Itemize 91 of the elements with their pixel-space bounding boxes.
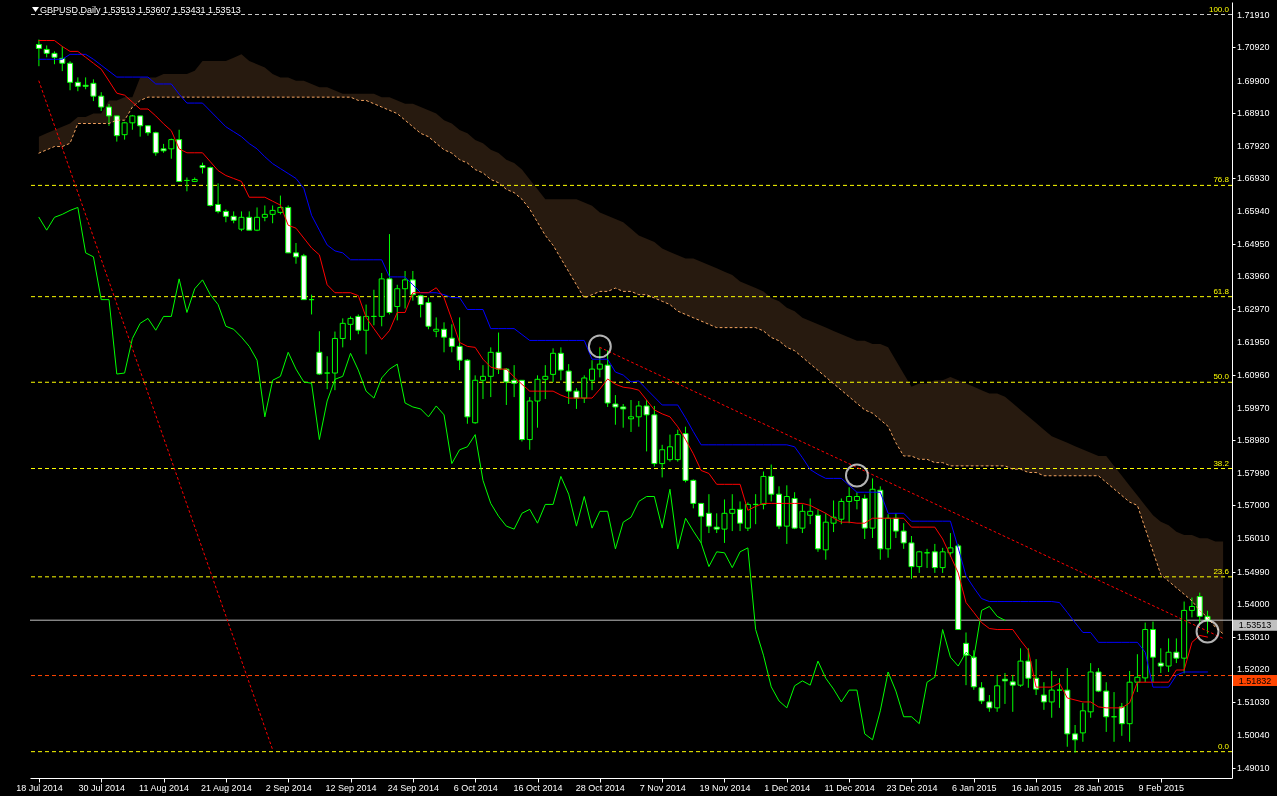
y-tick-label: 1.49010	[1237, 763, 1270, 774]
x-tick-label: 2 Sep 2014	[265, 782, 312, 793]
x-tick-label: 6 Oct 2014	[453, 782, 498, 793]
y-tick-label: 1.50040	[1237, 729, 1270, 740]
ref-line-label: 1.51832	[1238, 675, 1272, 686]
x-tick-label: 12 Sep 2014	[325, 782, 377, 793]
candlestick	[511, 364, 518, 398]
annotation: 61.8	[1213, 286, 1230, 296]
y-tick-label: 1.54990	[1237, 566, 1270, 577]
x-tick-label: 24 Sep 2014	[387, 782, 439, 793]
y-tick-label: 1.70920	[1237, 42, 1270, 53]
annotation: 0.0	[1217, 741, 1230, 751]
y-tick-label: 1.63960	[1237, 271, 1270, 282]
x-tick-label: 19 Nov 2014	[699, 782, 751, 793]
candlestick	[666, 434, 673, 463]
x-tick-label: 21 Aug 2014	[201, 782, 252, 793]
y-tick-label: 1.54000	[1237, 599, 1270, 610]
candlestick	[589, 359, 596, 391]
candlestick	[67, 60, 74, 91]
annotation: 38.2	[1213, 458, 1230, 468]
candlestick	[705, 493, 712, 534]
candlestick	[35, 39, 42, 67]
candlestick	[433, 316, 440, 338]
candlestick	[892, 512, 899, 539]
candlestick	[1188, 597, 1195, 618]
candlestick	[1072, 724, 1079, 754]
y-tick-label: 1.62970	[1237, 303, 1270, 314]
candlestick	[1040, 681, 1047, 711]
y-tick-label: 1.67920	[1237, 140, 1270, 151]
x-tick-label: 6 Jan 2015	[952, 782, 997, 793]
y-tick-label: 1.68910	[1237, 108, 1270, 119]
y-tick-label: 1.61950	[1237, 337, 1270, 348]
y-tick-label: 1.64950	[1237, 238, 1270, 249]
y-tick-label: 1.51030	[1237, 696, 1270, 707]
x-tick-label: 18 Jul 2014	[16, 782, 63, 793]
y-tick-label: 1.65940	[1237, 206, 1270, 217]
candlestick	[698, 502, 705, 544]
candlestick	[441, 321, 448, 353]
candlestick	[557, 346, 564, 381]
candlestick	[1079, 702, 1086, 743]
point	[1195, 619, 1220, 644]
y-tick-label: 1.66930	[1237, 173, 1270, 184]
candlestick	[963, 631, 970, 686]
candlestick	[503, 367, 510, 406]
y-tick-label: 1.53010	[1237, 631, 1270, 642]
annotation: 76.8	[1213, 175, 1230, 185]
y-tick-label: 1.56010	[1237, 532, 1270, 543]
y-tick-label: 1.58980	[1237, 435, 1270, 446]
x-tick-label: 11 Aug 2014	[139, 782, 189, 793]
candlestick	[1048, 670, 1055, 719]
annotation: 50.0	[1213, 372, 1230, 382]
y-tick-label: 1.52020	[1237, 664, 1270, 675]
candlestick	[550, 347, 557, 383]
y-tick-label: 1.60960	[1237, 370, 1270, 381]
x-tick-label: 11 Dec 2014	[824, 782, 875, 793]
x-tick-label: 28 Oct 2014	[575, 782, 625, 793]
candlestick	[292, 242, 299, 265]
point	[587, 334, 612, 359]
x-tick-label: 9 Feb 2015	[1138, 782, 1185, 793]
x-tick-label: 28 Jan 2015	[1074, 782, 1124, 793]
line-series	[38, 206, 1006, 741]
x-tick-label: 1 Dec 2014	[764, 782, 811, 793]
point	[844, 463, 869, 488]
candlestick	[324, 355, 331, 390]
ref-line-label: 1.53513	[1238, 620, 1272, 631]
candlestick	[215, 182, 222, 214]
candlestick	[628, 399, 634, 433]
y-tick-label: 1.69900	[1237, 75, 1270, 86]
candlestick	[737, 500, 744, 532]
candlestick	[479, 364, 486, 400]
candlestick	[106, 103, 113, 127]
y-tick-label: 1.71910	[1237, 9, 1270, 20]
candlestick	[402, 270, 409, 310]
x-tick-label: 30 Jul 2014	[78, 782, 125, 793]
annotation: 23.6	[1213, 566, 1230, 576]
y-tick-label: 1.57990	[1237, 467, 1270, 478]
x-tick-label: 7 Nov 2014	[639, 782, 686, 793]
candlestick	[744, 501, 751, 532]
candlestick	[316, 330, 323, 376]
candlestick	[1056, 677, 1063, 709]
x-tick-label: 23 Dec 2014	[886, 782, 938, 793]
y-tick-label: 1.59970	[1237, 402, 1270, 413]
x-tick-label: 16 Jan 2015	[1011, 782, 1062, 793]
candlestick	[222, 208, 229, 223]
candlestick	[853, 491, 860, 510]
y-tick-label: 1.57000	[1237, 500, 1270, 511]
candlestick	[1001, 672, 1008, 705]
chart-title: GBPUSD,Daily 1.53513 1.53607 1.53431 1.53513	[40, 5, 241, 15]
candlestick	[363, 304, 370, 355]
x-tick-label: 16 Oct 2014	[513, 782, 563, 793]
annotation: 100.0	[1208, 4, 1230, 14]
